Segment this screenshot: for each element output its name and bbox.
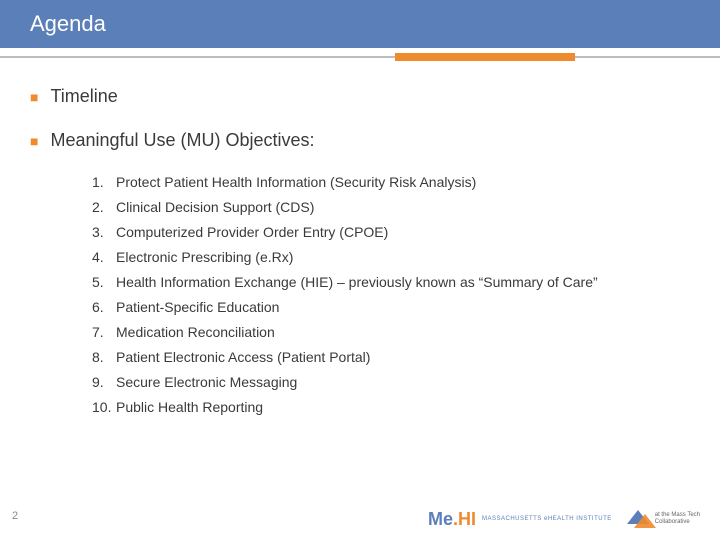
mehi-subtext: MASSACHUSETTS eHEALTH INSTITUTE — [482, 516, 612, 522]
mtc-logo-text: at the Mass Tech Collaborative — [655, 512, 700, 525]
list-item: 5. Health Information Exchange (HIE) – p… — [92, 274, 690, 290]
numbered-list: 1. Protect Patient Health Information (S… — [92, 174, 690, 415]
bullet-item: ■ Timeline — [30, 86, 690, 108]
list-number: 2. — [92, 199, 116, 215]
bullet-marker-icon: ■ — [30, 130, 38, 152]
mtc-logo: at the Mass Tech Collaborative — [630, 508, 700, 530]
list-text: Computerized Provider Order Entry (CPOE) — [116, 224, 388, 240]
bullet-marker-icon: ■ — [30, 86, 38, 108]
mehi-logo-mark: Me.HI — [428, 509, 476, 530]
list-number: 10. — [92, 399, 116, 415]
bullet-text: Timeline — [50, 86, 117, 107]
content-area: ■ Timeline ■ Meaningful Use (MU) Objecti… — [0, 48, 720, 415]
bullet-text: Meaningful Use (MU) Objectives: — [50, 130, 314, 151]
mehi-me: Me — [428, 509, 453, 529]
mtc-line2: Collaborative — [655, 519, 700, 526]
list-item: 1. Protect Patient Health Information (S… — [92, 174, 690, 190]
list-text: Medication Reconciliation — [116, 324, 275, 340]
list-text: Public Health Reporting — [116, 399, 263, 415]
list-item: 4. Electronic Prescribing (e.Rx) — [92, 249, 690, 265]
divider-lines — [0, 56, 720, 58]
list-item: 3. Computerized Provider Order Entry (CP… — [92, 224, 690, 240]
list-item: 6. Patient-Specific Education — [92, 299, 690, 315]
list-number: 6. — [92, 299, 116, 315]
list-item: 8. Patient Electronic Access (Patient Po… — [92, 349, 690, 365]
list-number: 3. — [92, 224, 116, 240]
list-text: Patient Electronic Access (Patient Porta… — [116, 349, 370, 365]
footer-logos: Me.HI MASSACHUSETTS eHEALTH INSTITUTE at… — [428, 508, 700, 530]
list-text: Health Information Exchange (HIE) – prev… — [116, 274, 598, 290]
list-item: 10. Public Health Reporting — [92, 399, 690, 415]
list-text: Protect Patient Health Information (Secu… — [116, 174, 476, 190]
bullet-item: ■ Meaningful Use (MU) Objectives: — [30, 130, 690, 152]
page-title: Agenda — [30, 11, 106, 37]
list-number: 7. — [92, 324, 116, 340]
mehi-logo: Me.HI MASSACHUSETTS eHEALTH INSTITUTE — [428, 509, 612, 530]
page-number: 2 — [12, 510, 18, 522]
mehi-hi: HI — [458, 509, 476, 529]
mtc-logo-icon — [630, 508, 652, 530]
list-number: 8. — [92, 349, 116, 365]
list-item: 2. Clinical Decision Support (CDS) — [92, 199, 690, 215]
divider-orange — [395, 53, 575, 61]
mtc-line1: at the Mass Tech — [655, 512, 700, 519]
list-number: 5. — [92, 274, 116, 290]
header-band: Agenda — [0, 0, 720, 48]
list-text: Patient-Specific Education — [116, 299, 279, 315]
list-number: 9. — [92, 374, 116, 390]
list-item: 7. Medication Reconciliation — [92, 324, 690, 340]
list-text: Clinical Decision Support (CDS) — [116, 199, 314, 215]
list-text: Secure Electronic Messaging — [116, 374, 297, 390]
list-text: Electronic Prescribing (e.Rx) — [116, 249, 293, 265]
slide: Agenda ■ Timeline ■ Meaningful Use (MU) … — [0, 0, 720, 540]
divider-grey — [0, 56, 720, 58]
list-item: 9. Secure Electronic Messaging — [92, 374, 690, 390]
list-number: 1. — [92, 174, 116, 190]
list-number: 4. — [92, 249, 116, 265]
